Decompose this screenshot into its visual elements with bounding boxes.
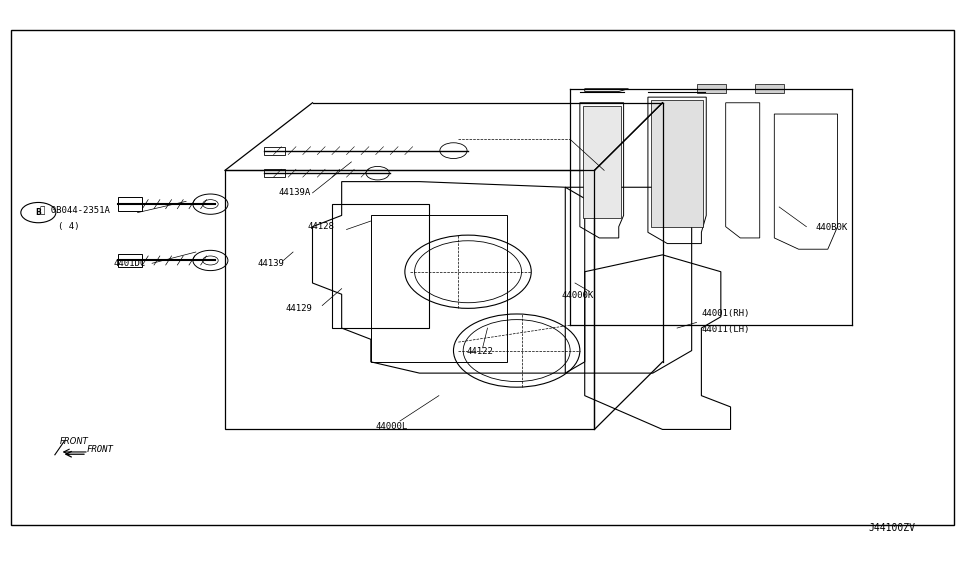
Bar — [264, 147, 286, 155]
Text: 4401DC: 4401DC — [113, 259, 145, 268]
Text: J44100ZV: J44100ZV — [869, 523, 916, 533]
Text: ( 4): ( 4) — [58, 222, 79, 231]
Polygon shape — [583, 106, 621, 218]
Text: 44000K: 44000K — [562, 291, 594, 300]
Bar — [370, 216, 507, 362]
Text: FRONT: FRONT — [59, 438, 89, 447]
Bar — [118, 198, 142, 211]
Text: B: B — [35, 208, 41, 217]
Text: 44001(RH): 44001(RH) — [701, 310, 750, 319]
Text: FRONT: FRONT — [87, 445, 114, 454]
Text: 44122: 44122 — [466, 347, 493, 356]
Text: 44128: 44128 — [308, 222, 334, 231]
Bar — [755, 84, 784, 93]
Bar — [225, 170, 595, 430]
Bar — [11, 29, 955, 525]
Bar — [264, 169, 286, 177]
Text: 44139: 44139 — [257, 259, 284, 268]
Text: 44129: 44129 — [286, 304, 312, 313]
Text: 44011(LH): 44011(LH) — [701, 325, 750, 334]
Text: 44139A: 44139A — [279, 188, 311, 198]
Bar — [332, 204, 429, 328]
Polygon shape — [651, 100, 703, 226]
Bar — [696, 84, 725, 93]
Bar — [118, 254, 142, 267]
Text: 44000L: 44000L — [375, 422, 408, 431]
Text: 440B0K: 440B0K — [815, 224, 847, 232]
Text: Ⓑ 0B044-2351A: Ⓑ 0B044-2351A — [40, 205, 110, 215]
